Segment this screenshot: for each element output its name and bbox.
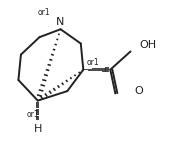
Text: H: H [34, 124, 42, 134]
Text: or1: or1 [87, 58, 99, 67]
Text: O: O [135, 86, 143, 96]
Text: OH: OH [139, 40, 156, 50]
Text: or1: or1 [27, 110, 39, 119]
Text: N: N [56, 17, 65, 27]
Text: or1: or1 [37, 8, 50, 16]
